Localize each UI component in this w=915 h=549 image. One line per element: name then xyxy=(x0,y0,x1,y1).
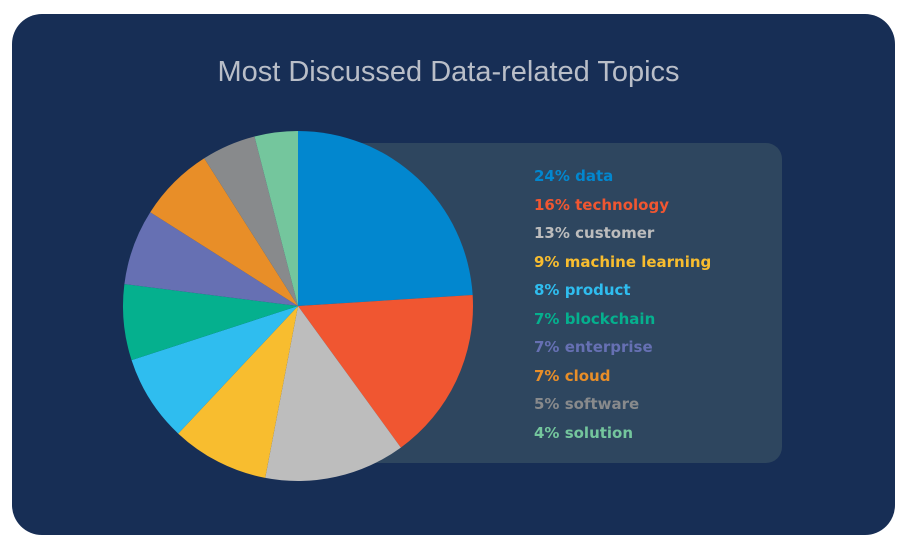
legend-entry: 7% cloud xyxy=(534,366,611,385)
pie-slice xyxy=(298,131,473,306)
legend: 24% data 16% technology 13% customer 9% mac… xyxy=(534,166,711,451)
legend-entry: 7% blockchain xyxy=(534,309,656,328)
pie-slice xyxy=(123,284,298,361)
legend-entry: 9% machine learning xyxy=(534,252,712,271)
legend-entry: 4% solution xyxy=(534,423,634,442)
legend-entry: 13% customer xyxy=(534,224,655,242)
pie-slice xyxy=(131,306,298,434)
pie-slice xyxy=(204,136,298,306)
pie-slice xyxy=(298,295,473,448)
pie-slice xyxy=(254,131,298,306)
pie-slice xyxy=(178,306,298,478)
legend-entry: 8% product xyxy=(534,281,631,299)
legend-entry: 16% technology xyxy=(534,195,669,214)
pie-slice xyxy=(150,158,298,306)
legend-entry: 7% enterprise xyxy=(534,338,653,356)
pie-slice xyxy=(265,306,401,481)
chart-title: Most Discussed Data-related Topics xyxy=(217,56,680,88)
legend-entry: 5% software xyxy=(534,395,640,413)
pie-slice xyxy=(124,212,298,306)
legend-entry: 24% data xyxy=(534,167,614,185)
